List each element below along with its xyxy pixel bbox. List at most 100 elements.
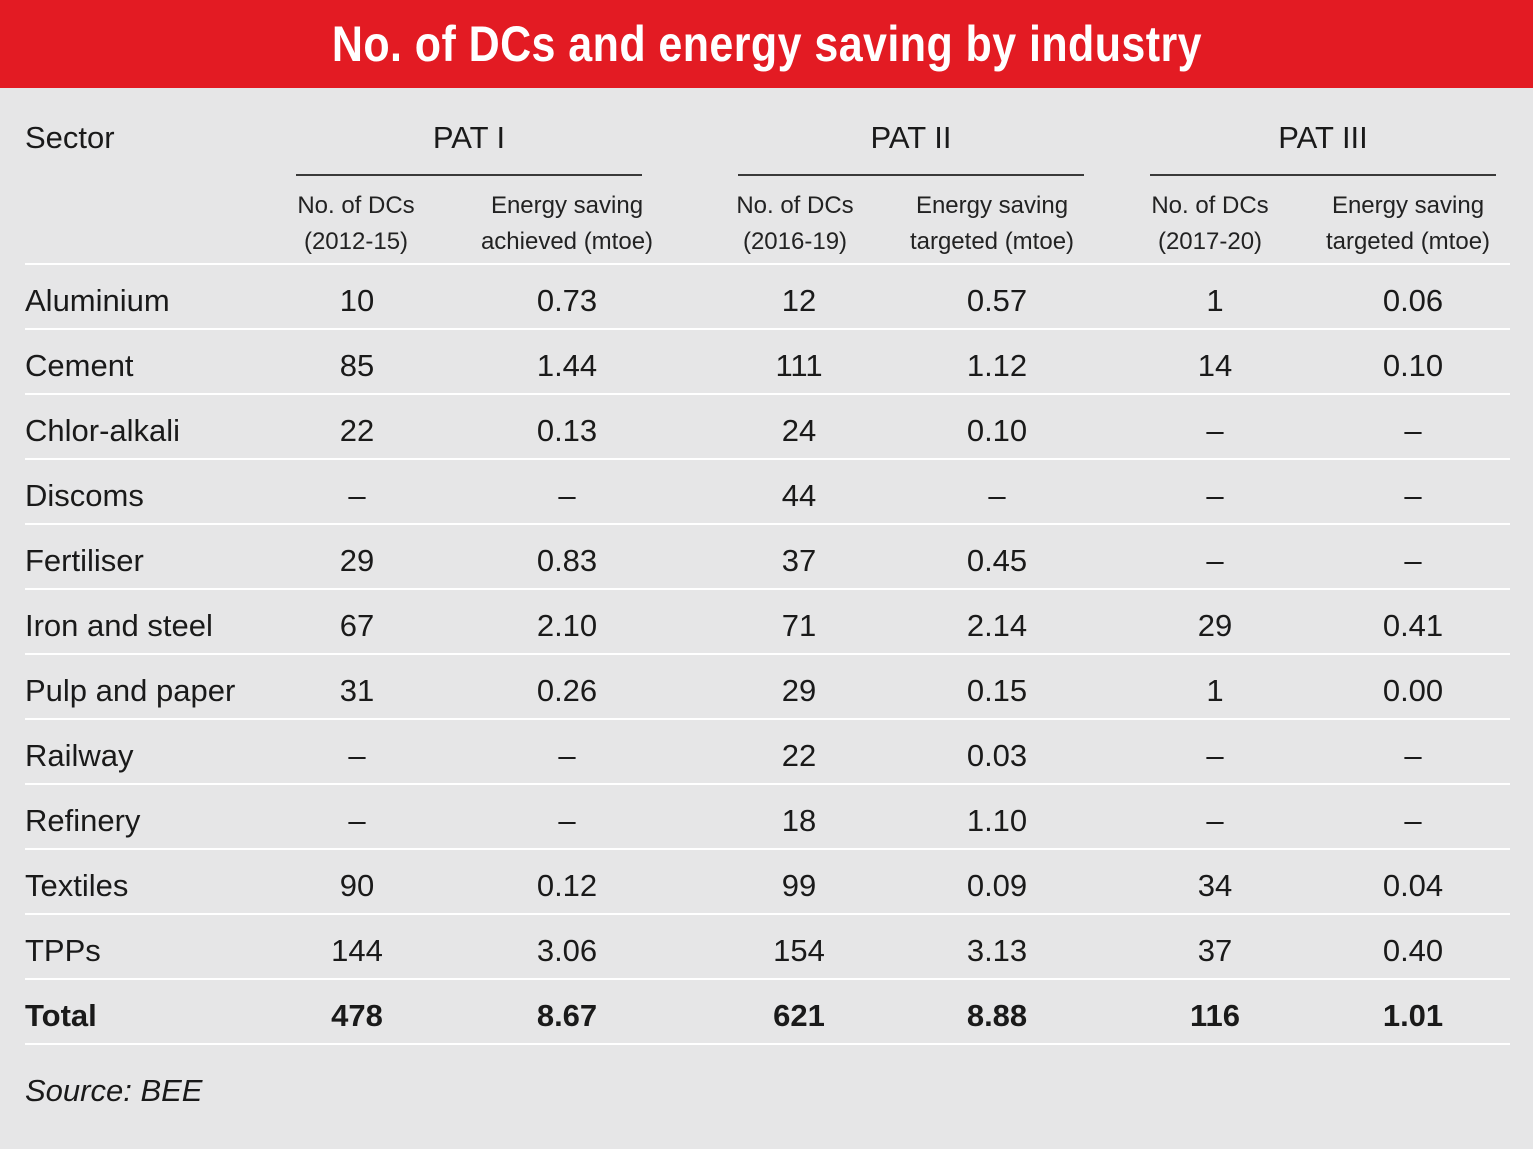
pat-1-saving-cell: 0.26: [536, 673, 598, 708]
pat-3-saving-cell: –: [1404, 413, 1422, 448]
row-divider: [25, 653, 1510, 655]
pat-2-dcs-header: No. of DCs (2016-19): [709, 188, 881, 260]
pat-2-dcs-cell: 99: [781, 868, 817, 903]
table-row: TPPs 144 3.06 154 3.13 37 0.40: [0, 918, 1533, 983]
pat-2-dcs-cell: 18: [781, 803, 817, 838]
pat-3-dcs-header: No. of DCs (2017-20): [1124, 188, 1296, 260]
sector-cell: Railway: [25, 738, 134, 773]
pat-3-saving-header-line1: Energy saving: [1331, 192, 1485, 219]
pat-1-dcs-cell: 29: [339, 543, 375, 578]
pat-2-header: PAT II: [870, 120, 952, 155]
sector-cell: Textiles: [25, 868, 129, 903]
pat-1-saving-cell: –: [558, 738, 576, 773]
pat-1-dcs-cell: 10: [339, 283, 375, 318]
row-divider: [25, 523, 1510, 525]
pat-2-dcs-cell: 24: [781, 413, 817, 448]
pat-1-saving-cell: 0.12: [536, 868, 598, 903]
sector-cell: Fertiliser: [25, 543, 144, 578]
pat-2-saving-cell: –: [988, 478, 1006, 513]
table-row: Aluminium 10 0.73 12 0.57 1 0.06: [0, 268, 1533, 333]
pat-2-saving-cell: 0.15: [966, 673, 1028, 708]
pat-2-saving-cell: 0.09: [966, 868, 1028, 903]
pat-1-saving-cell: 0.73: [536, 283, 598, 318]
row-divider: [25, 393, 1510, 395]
pat-3-saving-header: Energy saving targeted (mtoe): [1293, 188, 1523, 260]
pat-2-underline: [738, 174, 1084, 176]
pat-2-dcs-cell: 22: [781, 738, 817, 773]
pat-3-dcs-cell: 1: [1206, 673, 1224, 708]
table-row: Fertiliser 29 0.83 37 0.45 – –: [0, 528, 1533, 593]
sector-cell: Iron and steel: [25, 608, 213, 643]
pat-1-dcs-header: No. of DCs (2012-15): [270, 188, 442, 260]
pat-3-saving-cell: 0.41: [1382, 608, 1444, 643]
pat-2-saving-cell: 0.45: [966, 543, 1028, 578]
row-divider: [25, 783, 1510, 785]
pat-3-dcs-header-line2: (2017-20): [1157, 228, 1263, 255]
pat-1-dcs-cell: –: [348, 738, 366, 773]
pat-2-dcs-cell: 37: [781, 543, 817, 578]
pat-3-underline: [1150, 174, 1496, 176]
pat-3-dcs-header-line1: No. of DCs: [1151, 192, 1269, 219]
pat-3-saving-cell: 0.06: [1382, 283, 1444, 318]
sector-cell: Total: [25, 998, 97, 1033]
pat-1-saving-cell: 2.10: [536, 608, 598, 643]
pat-1-header: PAT I: [432, 120, 506, 155]
pat-1-saving-header: Energy saving achieved (mtoe): [452, 188, 682, 260]
pat-1-dcs-header-line2: (2012-15): [303, 228, 409, 255]
pat-1-dcs-cell: 22: [339, 413, 375, 448]
pat-3-dcs-cell: 29: [1197, 608, 1233, 643]
pat-1-saving-header-line2: achieved (mtoe): [480, 228, 654, 255]
table-row: Cement 85 1.44 111 1.12 14 0.10: [0, 333, 1533, 398]
pat-3-saving-cell: –: [1404, 478, 1422, 513]
pat-2-saving-header: Energy saving targeted (mtoe): [877, 188, 1107, 260]
source-note: Source: BEE: [25, 1073, 203, 1108]
pat-2-dcs-cell: 12: [781, 283, 817, 318]
row-divider: [25, 913, 1510, 915]
pat-2-dcs-header-line1: No. of DCs: [736, 192, 854, 219]
pat-3-saving-cell: –: [1404, 803, 1422, 838]
pat-1-saving-cell: 8.67: [536, 998, 598, 1033]
sector-cell: Chlor-alkali: [25, 413, 181, 448]
pat-3-dcs-cell: 14: [1197, 348, 1233, 383]
row-divider: [25, 328, 1510, 330]
pat-2-dcs-cell: 71: [781, 608, 817, 643]
pat-3-saving-cell: 0.10: [1382, 348, 1444, 383]
pat-3-saving-cell: 1.01: [1382, 998, 1444, 1033]
pat-2-dcs-cell: 154: [773, 933, 825, 968]
pat-3-dcs-cell: 1: [1206, 283, 1224, 318]
pat-1-saving-header-line1: Energy saving: [490, 192, 644, 219]
sector-cell: TPPs: [25, 933, 101, 968]
row-divider: [25, 848, 1510, 850]
sector-cell: Cement: [25, 348, 134, 383]
pat-1-saving-cell: 1.44: [536, 348, 598, 383]
title-banner: No. of DCs and energy saving by industry: [0, 0, 1533, 88]
pat-3-dcs-cell: –: [1206, 478, 1224, 513]
pat-1-saving-cell: 0.13: [536, 413, 598, 448]
sector-cell: Aluminium: [25, 283, 170, 318]
pat-1-dcs-header-line1: No. of DCs: [297, 192, 415, 219]
pat-2-saving-header-line2: targeted (mtoe): [909, 228, 1075, 255]
pat-2-dcs-cell: 621: [773, 998, 825, 1033]
pat-1-saving-cell: 0.83: [536, 543, 598, 578]
table-row: Pulp and paper 31 0.26 29 0.15 1 0.00: [0, 658, 1533, 723]
sector-cell: Discoms: [25, 478, 144, 513]
pat-3-dcs-cell: 116: [1189, 998, 1240, 1033]
pat-3-dcs-cell: –: [1206, 543, 1224, 578]
sector-column-header: Sector: [25, 120, 115, 155]
pat-2-saving-header-line1: Energy saving: [915, 192, 1069, 219]
row-divider: [25, 588, 1510, 590]
table-row: Refinery – – 18 1.10 – –: [0, 788, 1533, 853]
pat-2-dcs-cell: 111: [775, 348, 823, 383]
pat-1-dcs-cell: 67: [339, 608, 375, 643]
pat-2-saving-cell: 3.13: [966, 933, 1028, 968]
pat-3-saving-header-line2: targeted (mtoe): [1325, 228, 1491, 255]
pat-1-dcs-cell: 85: [339, 348, 375, 383]
pat-2-dcs-cell: 44: [781, 478, 817, 513]
pat-3-saving-cell: 0.40: [1382, 933, 1444, 968]
pat-2-dcs-cell: 29: [781, 673, 817, 708]
pat-3-saving-cell: –: [1404, 738, 1422, 773]
sector-cell: Refinery: [25, 803, 141, 838]
pat-2-saving-cell: 1.10: [966, 803, 1028, 838]
pat-3-dcs-cell: –: [1206, 738, 1224, 773]
row-divider: [25, 1043, 1510, 1045]
